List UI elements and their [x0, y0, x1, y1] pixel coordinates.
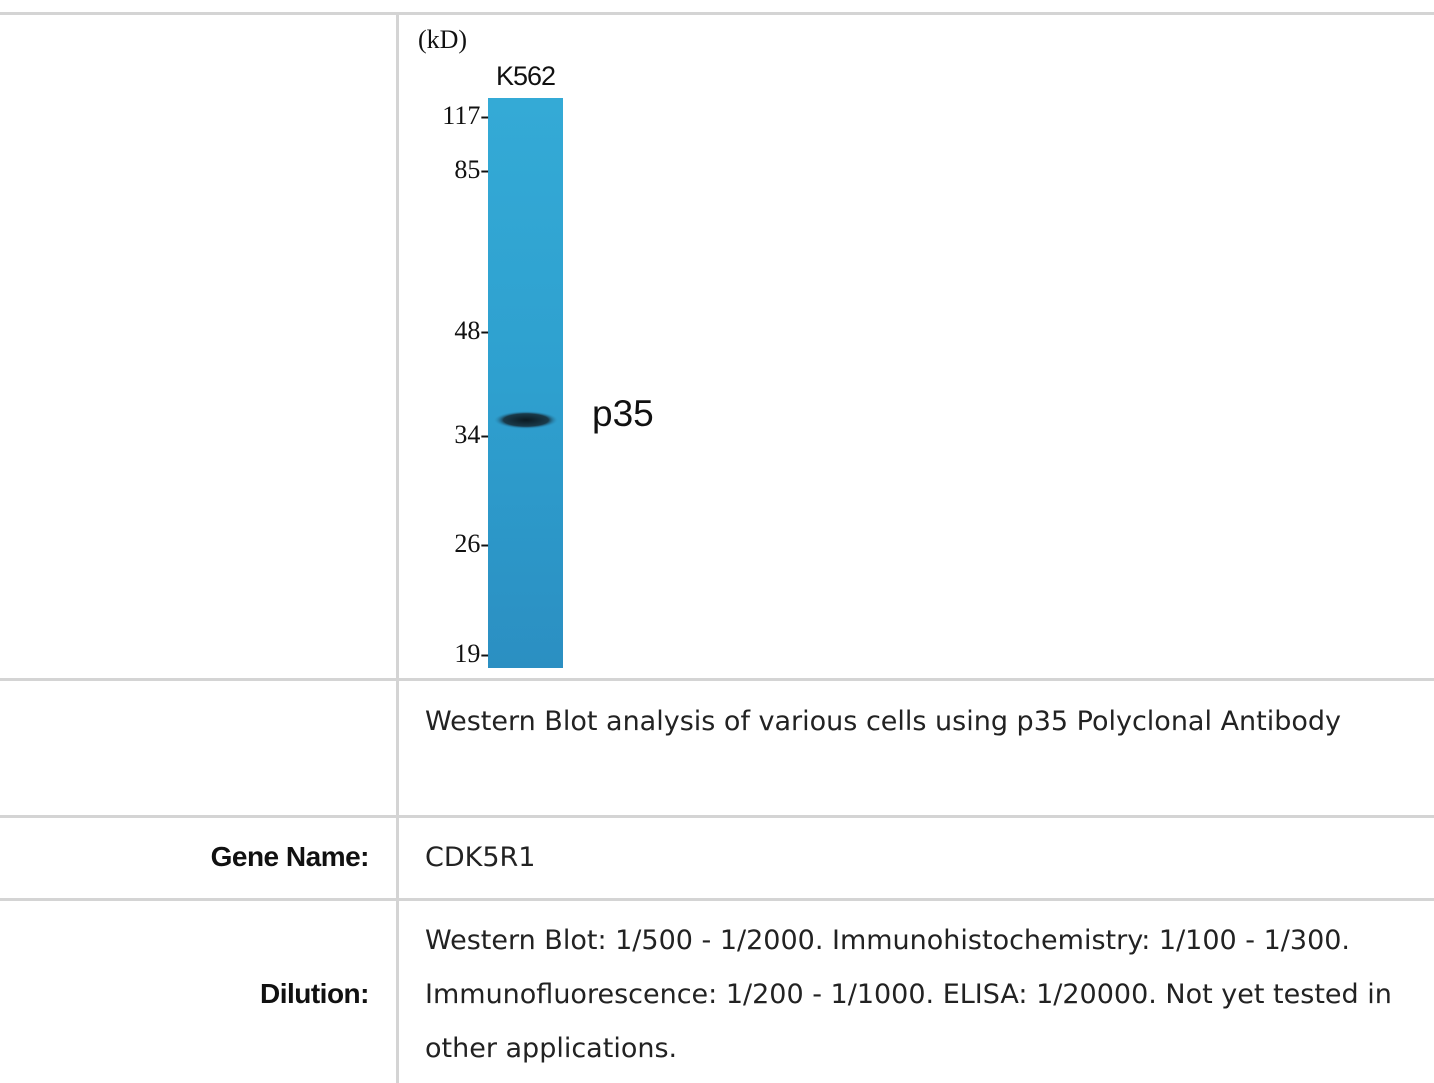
marker-label: 34-	[454, 420, 489, 449]
marker-label: 26-	[454, 529, 489, 558]
row-border	[0, 12, 1434, 15]
marker-label: 19-	[454, 639, 489, 668]
field-label: Gene Name:	[210, 841, 370, 872]
caption: Western Blot analysis of various cells u…	[425, 706, 1342, 737]
field-value: CDK5R1	[425, 842, 536, 873]
band-label: p35	[592, 393, 654, 434]
field-value: Western Blot: 1/500 - 1/2000. Immunohist…	[425, 925, 1392, 1064]
marker-label: 85-	[454, 155, 489, 184]
marker-labels: 117- 85- 48- 34- 26- 19-	[442, 101, 489, 668]
blot-lane	[488, 98, 563, 668]
lane-label: K562	[496, 61, 555, 91]
blot-band	[494, 411, 558, 429]
column-border	[396, 12, 399, 1083]
field-label: Dilution:	[259, 978, 370, 1009]
western-blot-image: (kD) K562 117- 85- 48- 34- 26- 19- p35	[418, 25, 654, 668]
row-border	[0, 678, 1434, 681]
row-border	[0, 815, 1434, 818]
marker-label: 117-	[442, 101, 489, 130]
unit-label: (kD)	[418, 25, 467, 54]
row-border	[0, 898, 1434, 901]
marker-label: 48-	[454, 316, 489, 345]
